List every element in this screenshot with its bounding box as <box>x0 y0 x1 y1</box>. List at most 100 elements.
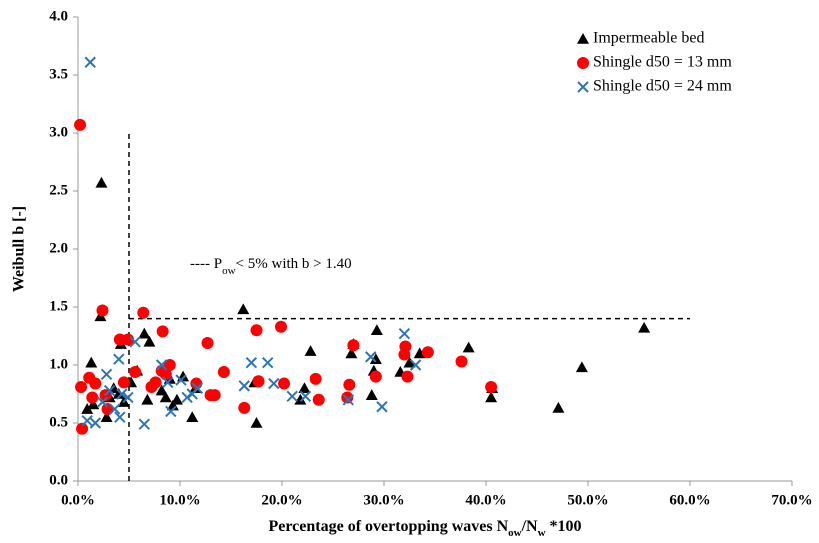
point <box>138 327 151 339</box>
point <box>113 353 125 365</box>
legend-label: Shingle d50 = 24 mm <box>593 78 732 95</box>
point <box>638 321 651 333</box>
legend-marker <box>577 33 589 44</box>
x-tick-label: 60.0% <box>669 492 710 508</box>
point <box>312 393 325 406</box>
point <box>103 384 116 397</box>
point <box>138 418 151 430</box>
point <box>462 341 475 353</box>
point <box>485 381 498 394</box>
point <box>347 339 360 352</box>
point <box>86 391 99 404</box>
point <box>298 382 311 393</box>
point <box>84 56 96 68</box>
y-tick-label: 2.0 <box>49 240 68 256</box>
y-tick-label: 2.5 <box>49 182 68 198</box>
x-axis-title-part: Percentage of overtopping waves N <box>268 518 508 535</box>
x-tick-label: 40.0% <box>465 492 506 508</box>
point <box>455 355 468 368</box>
y-tick-label: 1.5 <box>49 298 68 314</box>
y-axis-title: Weibull b [-] <box>11 206 28 292</box>
point <box>294 393 307 405</box>
y-tick-label: 1.0 <box>49 356 68 372</box>
point <box>143 335 156 347</box>
annotation-part: ---- P <box>190 256 222 272</box>
point <box>399 340 412 353</box>
x-tick-label: 50.0% <box>567 492 608 508</box>
y-tick-label: 0.0 <box>49 472 68 488</box>
point <box>155 384 168 396</box>
point <box>398 327 411 340</box>
point <box>81 414 93 427</box>
point <box>201 336 214 349</box>
point <box>286 390 298 403</box>
point <box>159 391 172 403</box>
point <box>165 405 177 418</box>
point <box>309 372 322 385</box>
point <box>81 403 94 414</box>
point <box>137 306 150 319</box>
point <box>413 347 426 359</box>
point <box>403 356 416 368</box>
point <box>163 359 176 371</box>
point <box>159 368 172 381</box>
point <box>156 325 169 338</box>
point <box>116 388 128 400</box>
point <box>409 359 422 371</box>
point <box>114 411 126 423</box>
point <box>575 361 588 373</box>
point <box>100 411 113 422</box>
point <box>262 356 274 369</box>
point <box>74 118 87 131</box>
x-axis-title-part: ow <box>508 527 522 539</box>
y-tick-label: 3.0 <box>49 124 68 140</box>
point <box>208 389 221 402</box>
y-tick-label: 3.5 <box>49 66 68 82</box>
point <box>421 346 434 359</box>
point <box>87 398 100 410</box>
point <box>141 393 154 405</box>
x-tick-label: 70.0% <box>771 492 812 508</box>
point <box>245 356 258 369</box>
point <box>552 401 565 413</box>
point <box>155 359 168 371</box>
point <box>401 370 414 383</box>
point <box>191 382 204 394</box>
point <box>250 324 263 337</box>
point <box>369 370 382 383</box>
point <box>304 345 317 356</box>
point <box>238 401 251 414</box>
x-tick-label: 30.0% <box>363 492 404 508</box>
point <box>250 417 263 428</box>
point <box>369 353 382 364</box>
point <box>238 380 250 392</box>
point <box>170 393 183 405</box>
point <box>96 304 109 317</box>
point <box>345 347 358 359</box>
point <box>162 376 174 389</box>
point <box>175 374 187 386</box>
y-tick-label: 0.5 <box>49 414 68 430</box>
annotation: ---- Pow< 5% with b > 1.40 <box>190 256 352 276</box>
point <box>109 403 121 415</box>
point <box>343 378 356 391</box>
x-axis-title-part: w <box>538 527 546 539</box>
point <box>299 390 312 403</box>
annotation-part: ow <box>222 265 236 277</box>
point <box>95 176 108 188</box>
point <box>376 401 388 413</box>
point <box>89 377 102 390</box>
point <box>122 391 134 404</box>
point <box>149 376 162 389</box>
point <box>252 375 265 388</box>
point <box>100 368 113 380</box>
point <box>370 324 383 335</box>
point <box>181 391 193 404</box>
legend-label: Shingle d50 = 13 mm <box>593 54 732 71</box>
legend-label: Impermeable bed <box>593 30 705 47</box>
x-tick-label: 0.0% <box>61 492 95 508</box>
point <box>76 422 89 435</box>
point <box>342 394 355 406</box>
y-tick-label: 4.0 <box>49 8 68 24</box>
